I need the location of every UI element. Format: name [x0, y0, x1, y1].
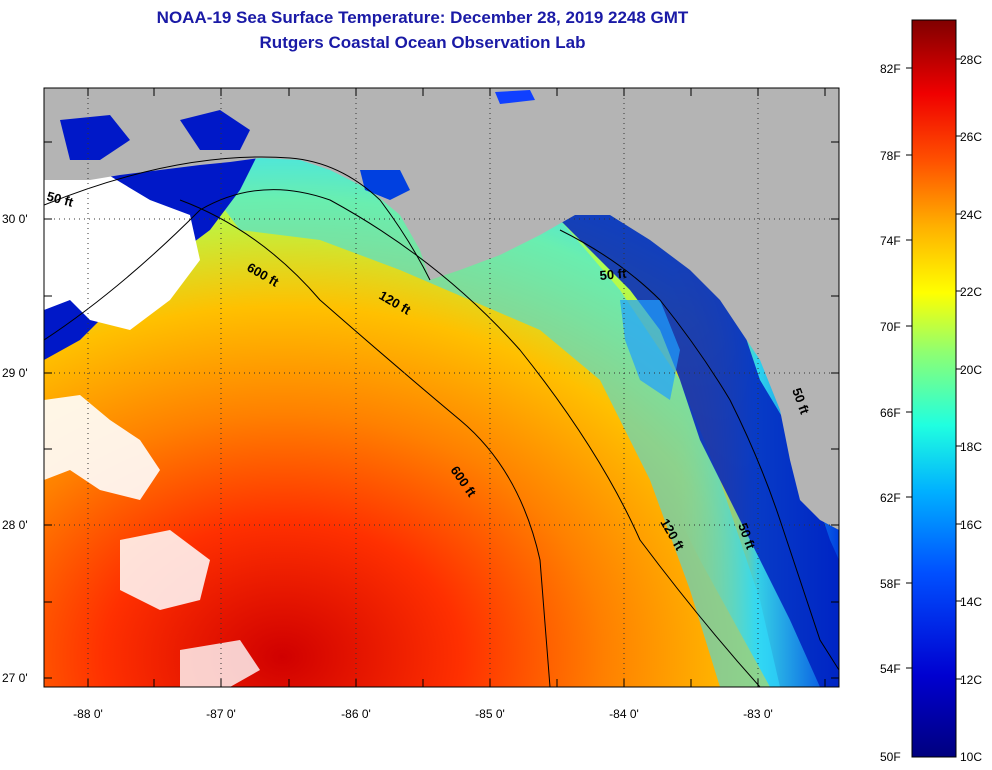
colorbar-c-label: 10C [960, 750, 982, 764]
colorbar-f-label: 74F [880, 234, 901, 248]
lake-patch [495, 90, 535, 104]
contour-label: 50 ft [45, 188, 75, 210]
colorbar [911, 19, 957, 758]
lat-tick-label: 27 0' [2, 671, 28, 685]
colorbar-c-label: 28C [960, 53, 982, 67]
cloud-mask-nw [44, 170, 200, 330]
contour-120ft [44, 189, 761, 687]
lon-tick-label: -84 0' [609, 707, 639, 721]
colorbar-f-label: 58F [880, 577, 901, 591]
contour-50ft-east [559, 229, 839, 671]
lon-tick-label: -88 0' [73, 707, 103, 721]
colorbar-c-label: 26C [960, 130, 982, 144]
axis-ticks [44, 88, 839, 687]
lon-tick-label: -86 0' [341, 707, 371, 721]
contour-50ft-west [44, 156, 431, 281]
colorbar-f-label: 62F [880, 491, 901, 505]
colorbar-f-label: 78F [880, 149, 901, 163]
map-title: NOAA-19 Sea Surface Temperature: Decembe… [156, 8, 689, 27]
colorbar-f-label: 66F [880, 406, 901, 420]
colorbar-c-label: 18C [960, 440, 982, 454]
lat-tick-label: 28 0' [2, 518, 28, 532]
lon-tick-label: -87 0' [206, 707, 236, 721]
lon-tick-label: -85 0' [475, 707, 505, 721]
bay-patch-1 [60, 115, 130, 160]
cloud-mask-w [44, 395, 160, 500]
bay-patch-2 [180, 110, 250, 150]
cold-water-east [560, 200, 839, 687]
map-subtitle: Rutgers Coastal Ocean Observation Lab [259, 33, 586, 52]
contour-600ft [179, 199, 551, 687]
lon-tick-label: -83 0' [743, 707, 773, 721]
colorbar-c-label: 22C [960, 285, 982, 299]
cloud-mask-sw [120, 530, 210, 610]
cloud-mask-s [180, 640, 260, 687]
land [44, 88, 839, 530]
colorbar-f-label: 54F [880, 662, 901, 676]
colorbar-f-label: 82F [880, 62, 901, 76]
colorbar-c-label: 20C [960, 363, 982, 377]
colorbar-c-label: 16C [960, 518, 982, 532]
colorbar-c-label: 14C [960, 595, 982, 609]
colorbar-ticks [906, 58, 962, 680]
mixed-water-east [620, 300, 680, 400]
plot-frame [43, 87, 840, 688]
colorbar-c-label: 24C [960, 208, 982, 222]
bay-patch-3 [360, 170, 410, 200]
contour-label: 50 ft [599, 266, 628, 283]
colorbar-c-label: 12C [960, 673, 982, 687]
lat-tick-label: 29 0' [2, 366, 28, 380]
colorbar-f-label: 70F [880, 320, 901, 334]
colorbar-f-label: 50F [880, 750, 901, 764]
lat-tick-label: 30 0' [2, 212, 28, 226]
